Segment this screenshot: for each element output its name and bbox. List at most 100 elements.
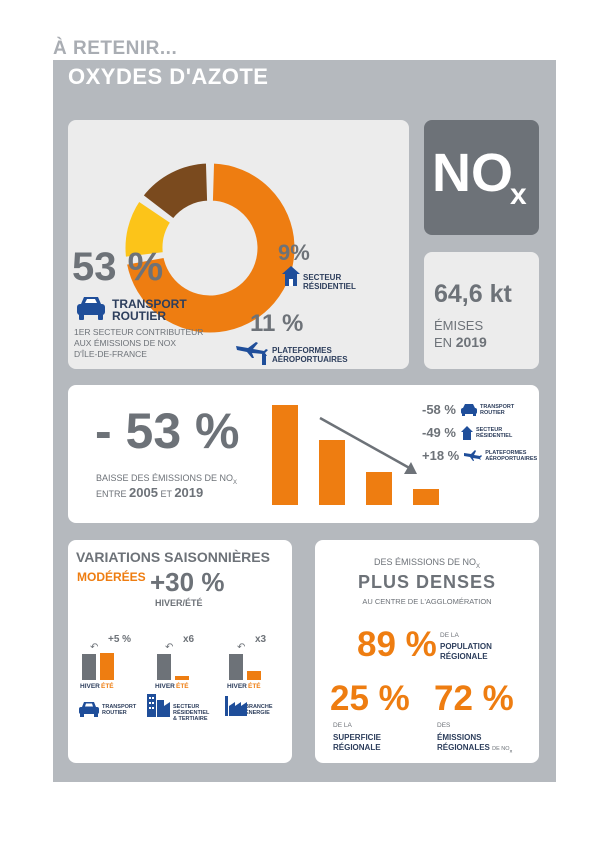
trend-legend: -58 % TRANSPORT ROUTIER -49 % SECTEUR RÉSIDEN… xyxy=(422,398,542,467)
nox-main: NO xyxy=(432,143,513,203)
trend-legend-label-1: SECTEUR xyxy=(475,426,503,433)
airports-label-1: PLATEFORMES xyxy=(272,346,332,355)
trend-legend-pct: -58 % xyxy=(422,402,456,417)
trend-bar xyxy=(319,440,345,505)
density-25-l1: SUPERFICIE xyxy=(333,733,382,742)
winter-bar xyxy=(82,654,96,680)
emissions-value: 64,6 kt xyxy=(434,280,512,308)
trend-legend-item: -58 % TRANSPORT ROUTIER xyxy=(422,398,542,421)
page-title: OXYDES D'AZOTE xyxy=(68,64,269,89)
transport-note-1: 1ER SECTEUR CONTRIBUTEUR xyxy=(74,327,204,337)
density-89-l1: POPULATION xyxy=(440,642,492,651)
car-icon xyxy=(77,297,105,320)
trend-legend-label-2: AÉROPORTUAIRES xyxy=(485,455,538,462)
summer-bar xyxy=(175,675,189,680)
house-icon xyxy=(282,266,300,286)
sources-donut xyxy=(122,160,298,336)
trend-text2-prefix: ENTRE xyxy=(96,489,127,499)
density-72: 72 % xyxy=(434,679,514,718)
transport-pct: 53 % xyxy=(72,245,164,289)
summer-label: ÉTÉ xyxy=(176,683,189,690)
seasonal-factor: x3 xyxy=(255,634,267,645)
airplane-icon xyxy=(236,342,268,365)
airports-pct: 11 % xyxy=(250,310,304,337)
seasonal-sector-label-1: BRANCHE xyxy=(245,704,273,710)
summer-label: ÉTÉ xyxy=(101,683,114,690)
residential-pct: 9% xyxy=(278,240,310,265)
seasonal-arrow-icon: ↶ xyxy=(237,642,246,653)
summer-bar xyxy=(100,652,114,680)
residential-label-1: SECTEUR xyxy=(303,273,342,282)
density-top: DES ÉMISSIONS DE NO xyxy=(373,557,476,567)
summer-bar xyxy=(247,671,261,680)
trend-chart xyxy=(272,405,439,505)
trend-year2: 2019 xyxy=(174,485,204,500)
seasonal-sector-label-3: & TERTIAIRE xyxy=(173,716,208,722)
kicker: À RETENIR... xyxy=(53,38,178,59)
summer-label: ÉTÉ xyxy=(248,683,261,690)
seasonal-sector-label-2: ÉNERGIE xyxy=(245,710,270,716)
trend-year1: 2005 xyxy=(129,485,158,500)
seasonal-factor: +5 % xyxy=(108,634,132,645)
trend-legend-label-2: RÉSIDENTIEL xyxy=(475,432,513,439)
trend-legend-item: +18 % PLATEFORMES AÉROPORTUAIRES xyxy=(422,444,542,467)
seasonal-sector-label-2: RÉSIDENTIEL xyxy=(173,710,210,716)
trend-legend-label: SECTEUR RÉSIDENTIEL xyxy=(476,427,512,439)
density-89-small: DE LA xyxy=(440,632,459,639)
residential-label-2: RÉSIDENTIEL xyxy=(303,282,356,291)
trend-legend-item: -49 % SECTEUR RÉSIDENTIEL xyxy=(422,421,542,444)
trend-legend-icon xyxy=(460,403,478,417)
density-72-tail-sub: X xyxy=(509,748,513,754)
trend-arrow-line xyxy=(319,416,414,472)
density-72-tail: DE NO xyxy=(492,746,510,752)
emissions-year: 2019 xyxy=(455,334,487,350)
trend-legend-label-1: PLATEFORMES xyxy=(485,449,527,456)
seasonal-title: VARIATIONS SAISONNIÈRES xyxy=(76,549,270,565)
winter-bar xyxy=(229,654,243,680)
trend-and: ET xyxy=(160,489,172,499)
winter-label: HIVER xyxy=(227,683,247,690)
trend-legend-label: PLATEFORMES AÉROPORTUAIRES xyxy=(485,450,537,462)
legend-house-icon xyxy=(460,425,473,440)
seasonal-arrow-icon: ↶ xyxy=(165,642,174,653)
seasonal-subtitle: HIVER/ÉTÉ xyxy=(155,598,203,608)
density-72-l2: RÉGIONALES xyxy=(437,743,490,752)
transport-note-3: D'ÎLE-DE-FRANCE xyxy=(74,349,147,359)
seasonal-sector-label-2: ROUTIER xyxy=(102,710,127,716)
trend-legend-label: TRANSPORT ROUTIER xyxy=(480,404,514,416)
seasonal-arrow-icon: ↶ xyxy=(90,642,99,653)
density-89-l2: RÉGIONALE xyxy=(440,652,488,661)
density-72-l1: ÉMISSIONS xyxy=(437,733,482,742)
density-89: 89 % xyxy=(357,625,437,664)
trend-legend-icon xyxy=(463,449,483,463)
seasonal-sector-label-1: SECTEUR xyxy=(173,704,200,710)
density-top-sub: X xyxy=(476,563,481,570)
emissions-line2-prefix: EN xyxy=(434,335,453,350)
transport-label: TRANSPORT ROUTIER xyxy=(112,297,187,323)
trend-legend-icon xyxy=(460,425,474,441)
emissions-card: 64,6 kt ÉMISES EN 2019 xyxy=(424,252,539,369)
seasonal-pct: +30 % xyxy=(150,567,225,597)
seasonal-moderate: MODÉRÉES xyxy=(77,570,146,584)
seasonal-sector-label-1: TRANSPORT xyxy=(102,704,137,710)
winter-label: HIVER xyxy=(155,683,175,690)
density-sub: AU CENTRE DE L'AGGLOMÉRATION xyxy=(362,597,492,606)
trend-legend-label-1: TRANSPORT xyxy=(479,403,515,410)
density-25: 25 % xyxy=(330,679,410,718)
airports-label-2: AÉROPORTUAIRES xyxy=(272,355,348,364)
trend-card xyxy=(68,385,539,523)
trend-legend-pct: -49 % xyxy=(422,425,456,440)
density-title: PLUS DENSES xyxy=(357,572,497,592)
nox-sub: x xyxy=(510,178,527,211)
emissions-line1: ÉMISES xyxy=(434,318,484,333)
trend-bar xyxy=(272,405,298,505)
trend-big: - 53 % xyxy=(95,403,240,459)
nox-badge: NO x xyxy=(424,120,539,235)
seasonal-factor: x6 xyxy=(183,634,195,645)
trend-bar xyxy=(366,472,392,505)
density-25-l2: RÉGIONALE xyxy=(333,743,381,752)
trend-text1-sub: X xyxy=(233,479,238,486)
winter-label: HIVER xyxy=(80,683,100,690)
donut-slice-airports xyxy=(139,160,211,223)
seasonal-card xyxy=(68,540,292,763)
